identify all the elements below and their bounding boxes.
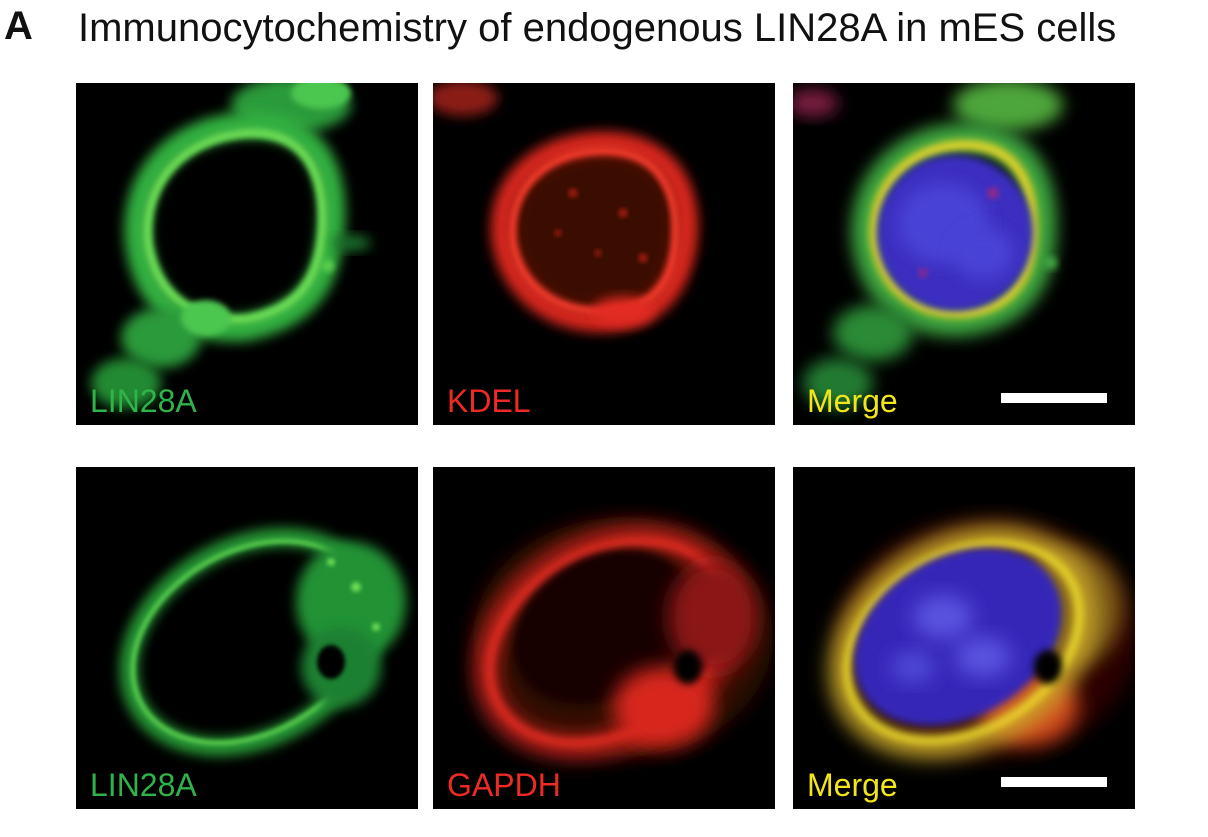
channel-label: Merge	[807, 383, 898, 419]
micrograph-row1-lin28a: LIN28A	[76, 83, 418, 425]
red-channel-image	[433, 83, 698, 333]
micrograph-row1-merge: Merge	[793, 83, 1135, 425]
green-channel-image	[119, 528, 406, 756]
micrograph-row2-gapdh: GAPDH	[433, 467, 775, 809]
red-channel-image	[473, 517, 773, 758]
channel-label: LIN28A	[90, 767, 197, 803]
merge-image	[793, 83, 1063, 408]
micrograph-row2-lin28a: LIN28A	[76, 467, 418, 809]
channel-label: Merge	[807, 767, 898, 803]
channel-label: LIN28A	[90, 383, 197, 419]
micrograph-row2-merge: Merge	[793, 467, 1135, 809]
green-channel-image	[91, 83, 371, 408]
scale-bar	[1001, 393, 1107, 403]
merge-image	[829, 517, 1135, 758]
channel-label: GAPDH	[447, 767, 561, 803]
figure-title: Immunocytochemistry of endogenous LIN28A…	[78, 6, 1117, 50]
panel-letter: A	[4, 4, 33, 48]
scale-bar	[1001, 777, 1107, 787]
micrograph-row1-kdel: KDEL	[433, 83, 775, 425]
channel-label: KDEL	[447, 383, 531, 419]
